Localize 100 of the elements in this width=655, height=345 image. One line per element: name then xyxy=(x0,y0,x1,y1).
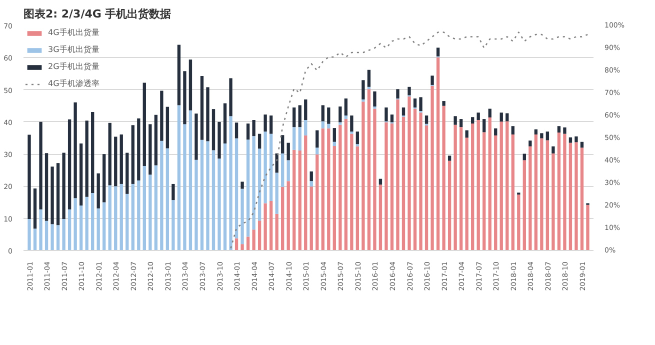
bar xyxy=(194,114,198,160)
bar xyxy=(454,124,457,250)
bar xyxy=(471,124,474,250)
bar xyxy=(362,80,365,100)
bar xyxy=(298,127,302,151)
bar xyxy=(367,89,371,250)
bar xyxy=(126,152,129,194)
bar xyxy=(310,186,313,250)
bar xyxy=(298,150,302,250)
bar xyxy=(332,128,336,142)
bar xyxy=(154,114,158,166)
bar xyxy=(240,244,244,250)
bar xyxy=(396,99,400,250)
bar xyxy=(120,134,123,184)
bar xyxy=(459,127,463,250)
bar xyxy=(108,185,112,250)
legend-label: 4G手机出货量 xyxy=(48,27,100,38)
bar xyxy=(131,184,134,250)
bar xyxy=(316,154,319,250)
chart-title: 图表2: 2/3/4G 手机出货数据 xyxy=(24,8,172,20)
bar xyxy=(384,122,388,250)
bar xyxy=(56,225,60,250)
bar xyxy=(206,141,210,250)
bar xyxy=(424,125,428,250)
bar xyxy=(194,160,198,250)
bar xyxy=(218,158,221,250)
bar xyxy=(316,148,319,154)
bar xyxy=(292,127,296,150)
bar xyxy=(424,116,428,124)
bar xyxy=(304,120,308,136)
bar xyxy=(166,106,170,148)
bar xyxy=(252,230,256,250)
bar xyxy=(79,143,83,206)
bar xyxy=(246,140,250,237)
bar xyxy=(264,114,267,132)
bar xyxy=(500,122,503,250)
bar xyxy=(33,228,37,250)
bar xyxy=(85,196,88,250)
bar xyxy=(264,203,267,250)
bar xyxy=(344,98,348,116)
bar xyxy=(166,148,170,250)
bar xyxy=(74,198,77,250)
bar xyxy=(442,101,446,106)
bar xyxy=(286,181,290,250)
bar xyxy=(183,124,186,250)
bar xyxy=(327,124,330,128)
bar xyxy=(304,99,308,120)
bar xyxy=(356,132,360,144)
bar xyxy=(68,119,72,210)
bar xyxy=(131,125,134,184)
bar xyxy=(552,153,555,250)
bar xyxy=(286,142,290,160)
bar xyxy=(281,153,284,187)
bar xyxy=(367,70,371,87)
bar xyxy=(436,48,440,56)
bar xyxy=(436,57,440,250)
bar xyxy=(540,138,544,250)
bar xyxy=(28,219,31,250)
bar xyxy=(540,133,544,138)
bar xyxy=(281,186,284,250)
bar xyxy=(188,110,192,250)
bar xyxy=(557,126,561,133)
legend-label: 2G手机出货量 xyxy=(48,61,100,72)
bar xyxy=(137,118,140,180)
bar xyxy=(488,108,492,118)
bar xyxy=(488,117,492,250)
bar xyxy=(160,140,164,250)
bar xyxy=(534,129,538,134)
bar xyxy=(402,116,406,250)
bar xyxy=(39,122,42,210)
bar xyxy=(96,208,100,250)
bar xyxy=(402,107,406,116)
bar xyxy=(327,128,330,250)
bar xyxy=(102,202,106,250)
bar xyxy=(96,173,100,208)
bar xyxy=(454,116,457,125)
bar xyxy=(378,178,382,185)
bar xyxy=(580,142,584,148)
bar xyxy=(218,122,221,159)
bar xyxy=(275,172,278,214)
bar xyxy=(148,174,152,250)
bar xyxy=(310,181,313,187)
bar xyxy=(142,82,146,166)
bar xyxy=(586,204,590,250)
bar xyxy=(91,112,94,193)
bar xyxy=(62,152,66,219)
bar xyxy=(580,148,584,250)
bar xyxy=(252,120,256,136)
bar xyxy=(419,97,422,111)
bar xyxy=(396,89,400,98)
bar xyxy=(275,214,278,250)
bar xyxy=(200,76,204,140)
bar xyxy=(126,194,129,250)
bar xyxy=(137,180,140,250)
bar xyxy=(120,184,123,250)
bar xyxy=(476,120,480,250)
bar xyxy=(506,113,509,122)
bar xyxy=(362,102,365,250)
bar xyxy=(264,132,267,204)
bar xyxy=(246,124,250,140)
